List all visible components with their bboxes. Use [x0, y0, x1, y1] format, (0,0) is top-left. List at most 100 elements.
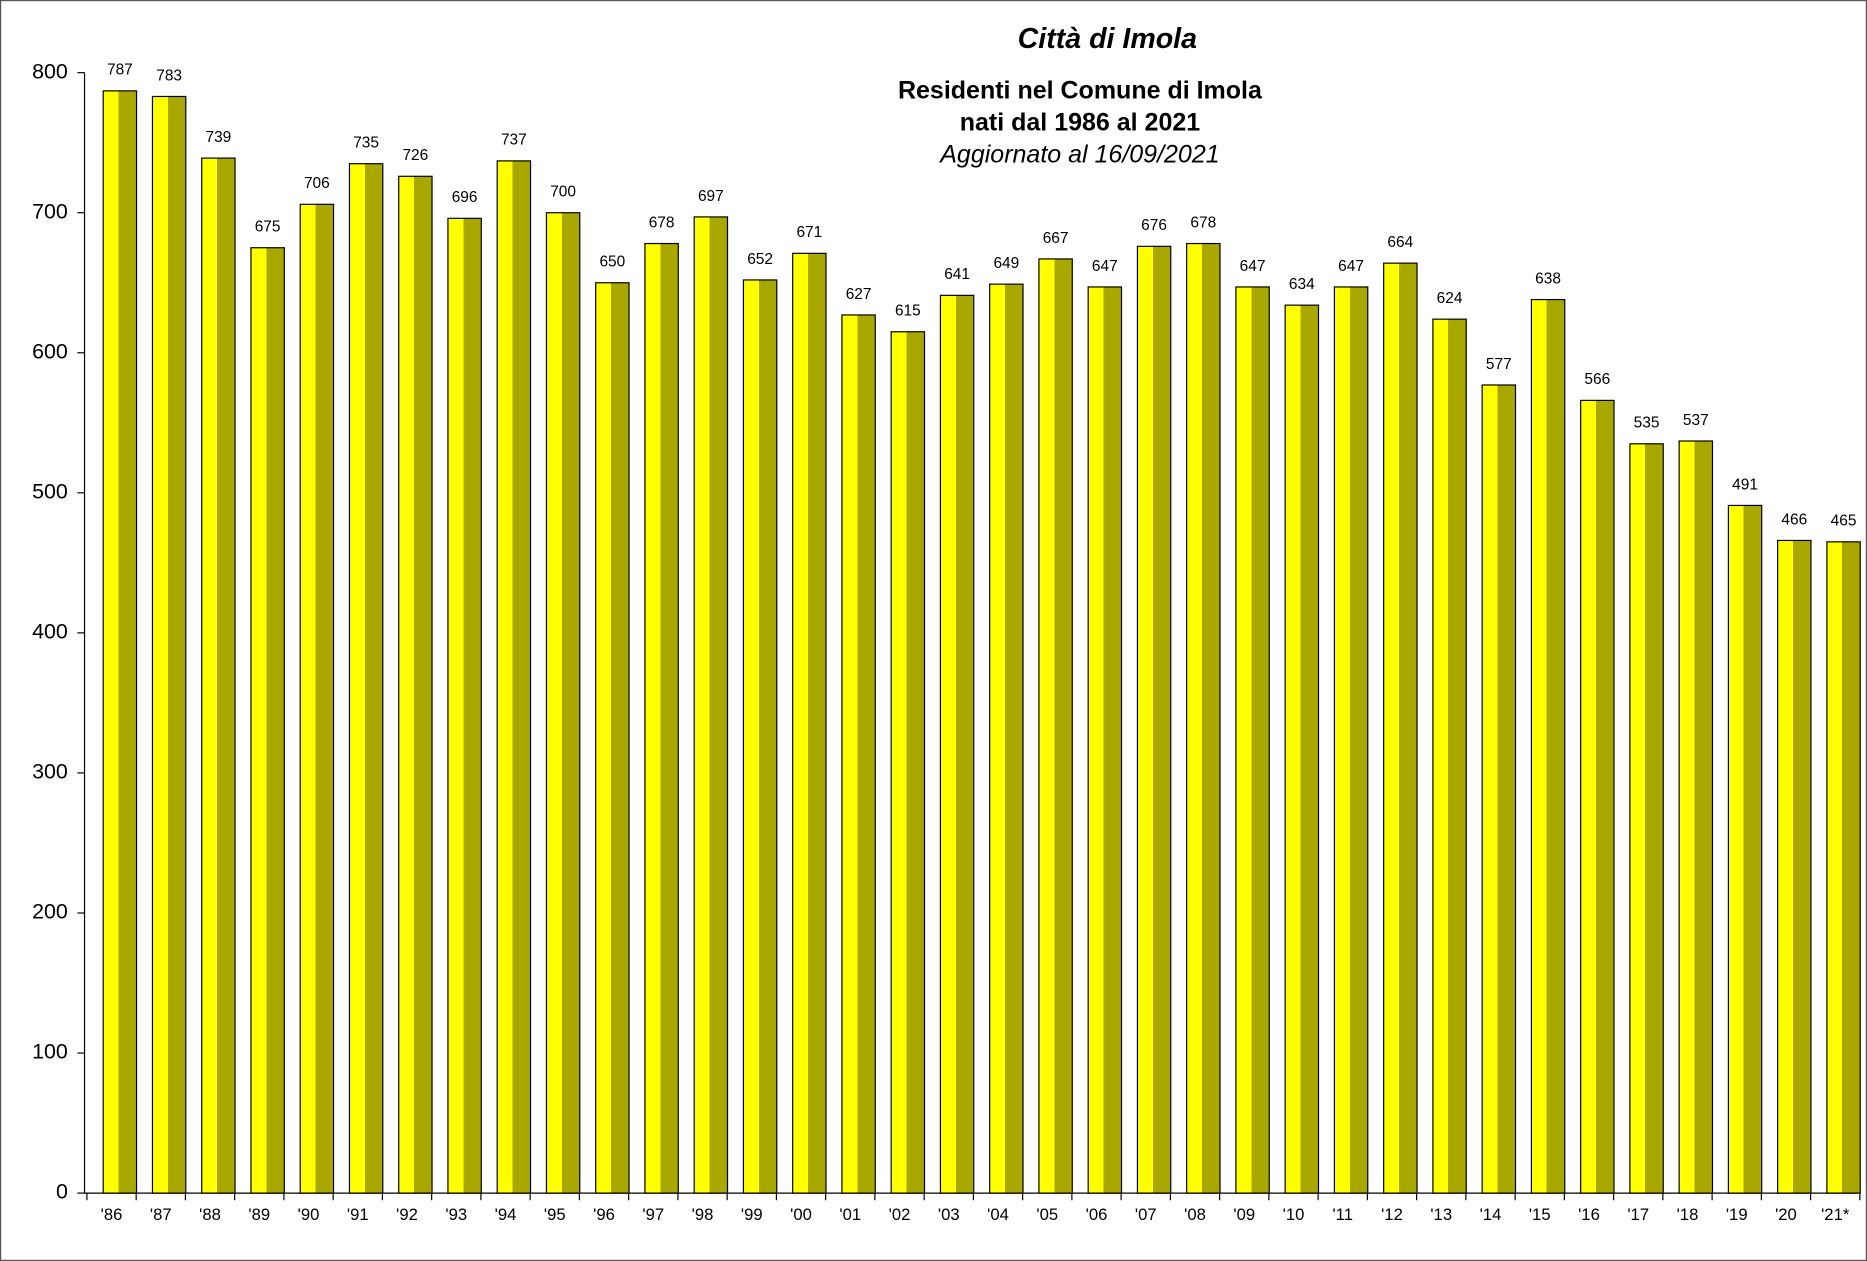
bar	[447, 217, 482, 1194]
x-tick-label: '17	[1627, 1205, 1649, 1224]
y-tick-label: 200	[32, 900, 68, 924]
bar	[1383, 262, 1418, 1194]
x-tick-label: '13	[1430, 1205, 1452, 1224]
y-tick-label: 400	[32, 620, 68, 644]
chart-subtitle: Residenti nel Comune di Imola	[898, 76, 1263, 104]
bar	[1678, 440, 1714, 1194]
x-tick-label: '87	[150, 1205, 172, 1224]
value-label: 700	[550, 184, 576, 201]
x-tick-label: '07	[1135, 1205, 1157, 1224]
bar	[1186, 242, 1221, 1194]
bar	[1481, 384, 1517, 1194]
value-label: 783	[156, 67, 182, 84]
x-tick-label: '20	[1775, 1205, 1797, 1224]
y-tick-label: 800	[32, 59, 68, 83]
x-tick-label: '11	[1333, 1205, 1353, 1224]
bar	[742, 279, 778, 1194]
value-label: 647	[1338, 258, 1364, 275]
x-tick-label: '12	[1381, 1205, 1403, 1224]
value-label: 465	[1831, 513, 1857, 530]
x-tick-label: '19	[1726, 1205, 1748, 1224]
x-tick-label: '09	[1233, 1205, 1255, 1224]
x-tick-label: '04	[987, 1205, 1009, 1224]
x-tick-label: '89	[248, 1205, 270, 1224]
x-tick-label: '10	[1283, 1205, 1305, 1224]
x-tick-label: '97	[642, 1205, 664, 1224]
bar	[398, 175, 433, 1194]
bar	[841, 314, 876, 1194]
bar	[1087, 286, 1123, 1194]
bar	[890, 331, 926, 1194]
bar	[1530, 298, 1566, 1194]
bar	[1136, 245, 1172, 1194]
bar	[1580, 399, 1615, 1194]
x-tick-label: '90	[298, 1205, 320, 1224]
value-label: 535	[1634, 415, 1660, 432]
value-label: 676	[1141, 217, 1167, 234]
x-tick-label: '05	[1036, 1205, 1058, 1224]
value-label: 787	[107, 62, 133, 79]
bar	[151, 95, 187, 1194]
bar	[299, 203, 335, 1194]
value-label: 650	[599, 254, 625, 271]
value-label: 678	[1190, 214, 1216, 231]
bar	[348, 163, 384, 1194]
x-tick-label: '01	[839, 1205, 861, 1224]
value-label: 647	[1092, 258, 1118, 275]
x-tick-label: '95	[544, 1205, 566, 1224]
bar	[250, 247, 285, 1194]
value-label: 706	[304, 175, 330, 192]
y-tick-label: 700	[32, 199, 68, 223]
value-label: 675	[255, 219, 281, 236]
value-label: 664	[1387, 234, 1413, 251]
y-tick-label: 100	[32, 1040, 68, 1064]
x-tick-label: '93	[445, 1205, 467, 1224]
bar	[644, 242, 679, 1194]
y-tick-label: 500	[32, 479, 68, 503]
y-tick-label: 300	[32, 760, 68, 784]
value-label: 577	[1486, 356, 1512, 373]
bar	[1629, 443, 1664, 1194]
value-label: 652	[747, 251, 773, 268]
bar	[1235, 286, 1270, 1194]
value-label: 624	[1437, 290, 1463, 307]
value-label: 737	[501, 132, 527, 149]
x-tick-label: '86	[101, 1205, 123, 1224]
x-tick-label: '15	[1529, 1205, 1551, 1224]
bar	[1432, 318, 1467, 1194]
bar	[201, 157, 236, 1194]
value-label: 647	[1240, 258, 1266, 275]
x-tick-label: '02	[889, 1205, 911, 1224]
chart-subtitle: nati dal 1986 al 2021	[960, 108, 1201, 136]
bar	[102, 90, 138, 1194]
chart-note: Aggiornato al 16/09/2021	[938, 141, 1219, 169]
y-tick-label: 600	[32, 339, 68, 363]
bar	[1777, 539, 1812, 1194]
x-tick-label: '92	[396, 1205, 418, 1224]
x-tick-label: '08	[1184, 1205, 1206, 1224]
x-tick-label: '18	[1677, 1205, 1699, 1224]
value-label: 627	[846, 286, 872, 303]
x-tick-label: '21*	[1821, 1205, 1850, 1224]
x-tick-label: '99	[741, 1205, 763, 1224]
value-label: 667	[1043, 230, 1069, 247]
bar	[1333, 286, 1369, 1194]
value-label: 634	[1289, 276, 1315, 293]
x-tick-label: '16	[1578, 1205, 1600, 1224]
value-label: 615	[895, 303, 921, 320]
value-label: 491	[1732, 476, 1758, 493]
x-tick-label: '88	[199, 1205, 221, 1224]
x-tick-label: '91	[347, 1205, 369, 1224]
value-label: 735	[353, 135, 379, 152]
value-label: 641	[944, 266, 970, 283]
value-label: 649	[993, 255, 1019, 272]
x-tick-label: '03	[938, 1205, 960, 1224]
bar	[545, 212, 581, 1194]
value-label: 638	[1535, 270, 1561, 287]
value-label: 726	[402, 147, 428, 164]
bar	[939, 294, 975, 1194]
value-label: 739	[205, 129, 231, 146]
x-tick-label: '00	[790, 1205, 812, 1224]
